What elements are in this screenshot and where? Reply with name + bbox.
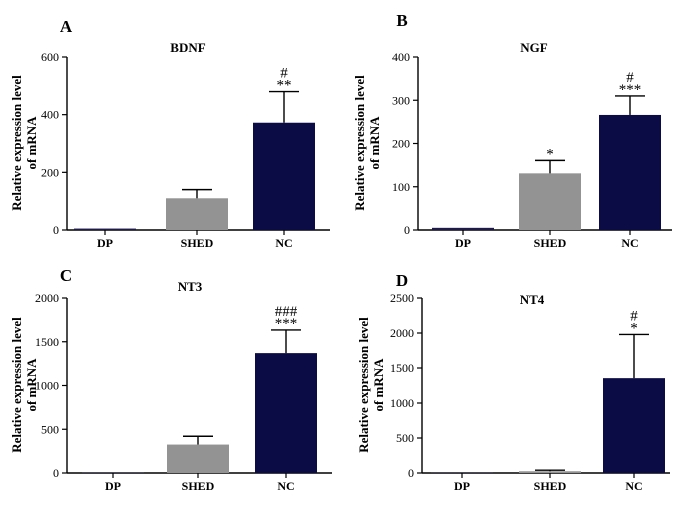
panel-b-bar-dp <box>432 227 494 230</box>
panel-b-hash-nc: # <box>626 70 634 86</box>
panel-c-ytick-label: 1500 <box>35 335 59 349</box>
panel-c-category-nc: NC <box>277 479 294 493</box>
panel-a-ytick-label: 400 <box>41 108 59 122</box>
panel-c-label: C <box>60 266 72 285</box>
panel-c-hash-nc: ### <box>275 304 298 320</box>
panel-d-title: NT4 <box>520 292 545 307</box>
panel-a-ytick-label: 600 <box>41 50 59 64</box>
panel-d-ytick-label: 2500 <box>390 291 414 305</box>
panel-b-category-nc: NC <box>621 236 638 250</box>
panel-b-significance-shed: * <box>546 146 554 162</box>
panel-a-title: BDNF <box>170 40 205 55</box>
panel-d-category-shed: SHED <box>534 479 567 493</box>
panel-b-ytick-label: 400 <box>392 50 410 64</box>
panel-c-title: NT3 <box>178 279 203 294</box>
panel-d-ytick-label: 0 <box>408 466 414 480</box>
panel-d-category-dp: DP <box>454 479 470 493</box>
panel-c-ytick-label: 1000 <box>35 379 59 393</box>
panel-b-ytick-label: 200 <box>392 137 410 151</box>
panel-c-ylabel-line1: Relative expression level <box>9 317 24 453</box>
panel-d-ytick-label: 1500 <box>390 361 414 375</box>
panel-b-bar-nc <box>599 114 661 230</box>
panel-d-bar-shed <box>519 471 581 473</box>
panel-b-title: NGF <box>520 40 548 55</box>
panel-a-ylabel-line2: of mRNA <box>24 116 39 170</box>
panel-b-label: B <box>396 11 407 30</box>
panel-a-ylabel-line1: Relative expression level <box>9 75 24 211</box>
panel-a-ytick-label: 0 <box>53 223 59 237</box>
panel-c-ytick-label: 2000 <box>35 291 59 305</box>
panel-b-ytick-label: 300 <box>392 93 410 107</box>
panel-b-category-shed: SHED <box>534 236 567 250</box>
panel-a-category-shed: SHED <box>181 236 214 250</box>
panel-d-significance-nc: * <box>630 320 638 336</box>
panel-d-label: D <box>396 271 408 290</box>
panel-d-ytick-label: 500 <box>396 431 414 445</box>
panel-b-ytick-label: 100 <box>392 180 410 194</box>
panel-d-ylabel-line1: Relative expression level <box>356 317 371 453</box>
panel-b-ytick-label: 0 <box>404 223 410 237</box>
panel-a-hash-nc: # <box>280 66 288 82</box>
panel-d-category-nc: NC <box>625 479 642 493</box>
panel-a-category-dp: DP <box>97 236 113 250</box>
panel-b-significance-nc: *** <box>619 82 642 98</box>
panel-a-bar-nc <box>253 122 315 230</box>
panel-c-significance-nc: *** <box>275 316 298 332</box>
panel-c-bar-nc <box>255 353 317 473</box>
panel-d-ytick-label: 1000 <box>390 396 414 410</box>
panel-d-ytick-label: 2000 <box>390 326 414 340</box>
panel-c-ylabel-line2: of mRNA <box>24 358 39 412</box>
panel-d-bar-nc <box>603 378 665 473</box>
panel-a-significance-nc: ** <box>277 78 292 94</box>
panel-b-category-dp: DP <box>455 236 471 250</box>
panel-a-category-nc: NC <box>275 236 292 250</box>
panel-c-bar-shed <box>167 444 229 473</box>
panel-d-hash-nc: # <box>630 308 638 324</box>
panel-c-ytick-label: 0 <box>53 466 59 480</box>
panel-a-label: A <box>60 17 73 36</box>
panel-c-ytick-label: 500 <box>41 422 59 436</box>
panel-a-ytick-label: 200 <box>41 165 59 179</box>
panel-c-category-dp: DP <box>105 479 121 493</box>
panel-c-category-shed: SHED <box>182 479 215 493</box>
panel-b-bar-shed <box>519 173 581 230</box>
panel-b-ylabel-line2: of mRNA <box>367 116 382 170</box>
panel-a-bar-shed <box>166 198 228 230</box>
panel-b-ylabel-line1: Relative expression level <box>352 75 367 211</box>
panel-a-bar-dp <box>74 228 136 230</box>
panel-d-ylabel-line2: of mRNA <box>371 358 386 412</box>
